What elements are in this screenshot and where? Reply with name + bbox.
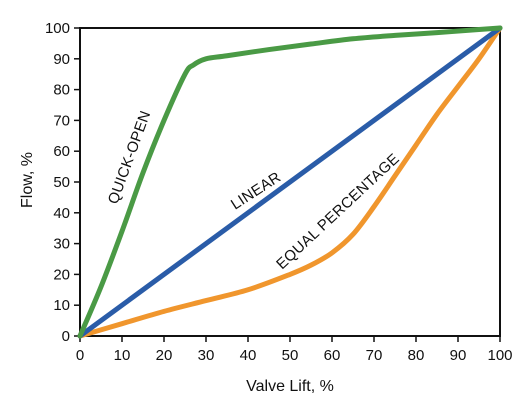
- y-tick-label: 10: [53, 297, 70, 314]
- y-tick-label: 30: [53, 236, 70, 253]
- x-tick-label: 40: [240, 347, 257, 364]
- y-tick-label: 60: [53, 143, 70, 160]
- x-tick-label: 80: [408, 347, 425, 364]
- x-tick-label: 50: [282, 347, 299, 364]
- x-tick-label: 0: [76, 347, 84, 364]
- linear-curve: [77, 25, 503, 339]
- plot-area: 0 10 20 30 40 50 60 70 80 90 100 0 10 20 30 40 50 60 70 80 9…: [45, 20, 513, 364]
- y-axis-title: Flow, %: [19, 152, 36, 208]
- x-tick-label: 70: [366, 347, 383, 364]
- x-axis-title: Valve Lift, %: [246, 378, 334, 395]
- equal-percentage-label: EQUAL PERCENTAGE: [273, 150, 403, 273]
- y-tick-label: 70: [53, 112, 70, 129]
- y-tick-label: 0: [62, 328, 70, 345]
- x-tick-label: 20: [156, 347, 173, 364]
- x-tick-label: 100: [487, 347, 512, 364]
- y-tick-label: 20: [53, 266, 70, 283]
- quick-open-curve: [77, 25, 503, 339]
- x-tick-label: 90: [450, 347, 467, 364]
- y-tick-label: 80: [53, 82, 70, 99]
- y-tick-label: 100: [45, 20, 70, 37]
- x-tick-label: 10: [114, 347, 131, 364]
- x-tick-label: 60: [324, 347, 341, 364]
- equal-percentage-curve: [77, 25, 503, 339]
- x-tick-label: 30: [198, 347, 215, 364]
- y-tick-label: 50: [53, 174, 70, 191]
- y-tick-label: 90: [53, 51, 70, 68]
- y-tick-label: 40: [53, 205, 70, 222]
